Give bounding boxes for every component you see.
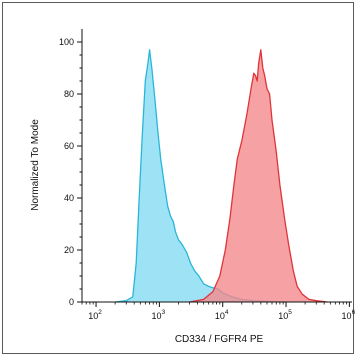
y-tick-label-0: 0 [69,297,74,307]
y-tick-label-40: 40 [64,193,74,203]
series-layer [115,49,328,303]
y-tick-label-20: 20 [64,245,74,255]
series-0-area [115,49,286,302]
x-axis-title: CD334 / FGFR4 PE [175,334,264,345]
y-tick-label-100: 100 [59,37,74,47]
y-axis-title: Normalized To Mode [30,119,41,211]
series-1-line [189,49,328,303]
x-tick-label-2: 102 [88,309,102,321]
y-tick-label-80: 80 [64,89,74,99]
y-tick-label-60: 60 [64,141,74,151]
series-1-area [189,49,328,302]
ticks-layer: 0 20 40 60 80 100 102 103 104 105 106 [59,37,356,321]
x-tick-label-5: 105 [278,309,292,321]
x-tick-label-3: 103 [152,309,166,321]
x-tick-label-6: 106 [342,309,356,321]
axes-layer [81,29,352,303]
x-tick-label-4: 104 [215,309,229,321]
